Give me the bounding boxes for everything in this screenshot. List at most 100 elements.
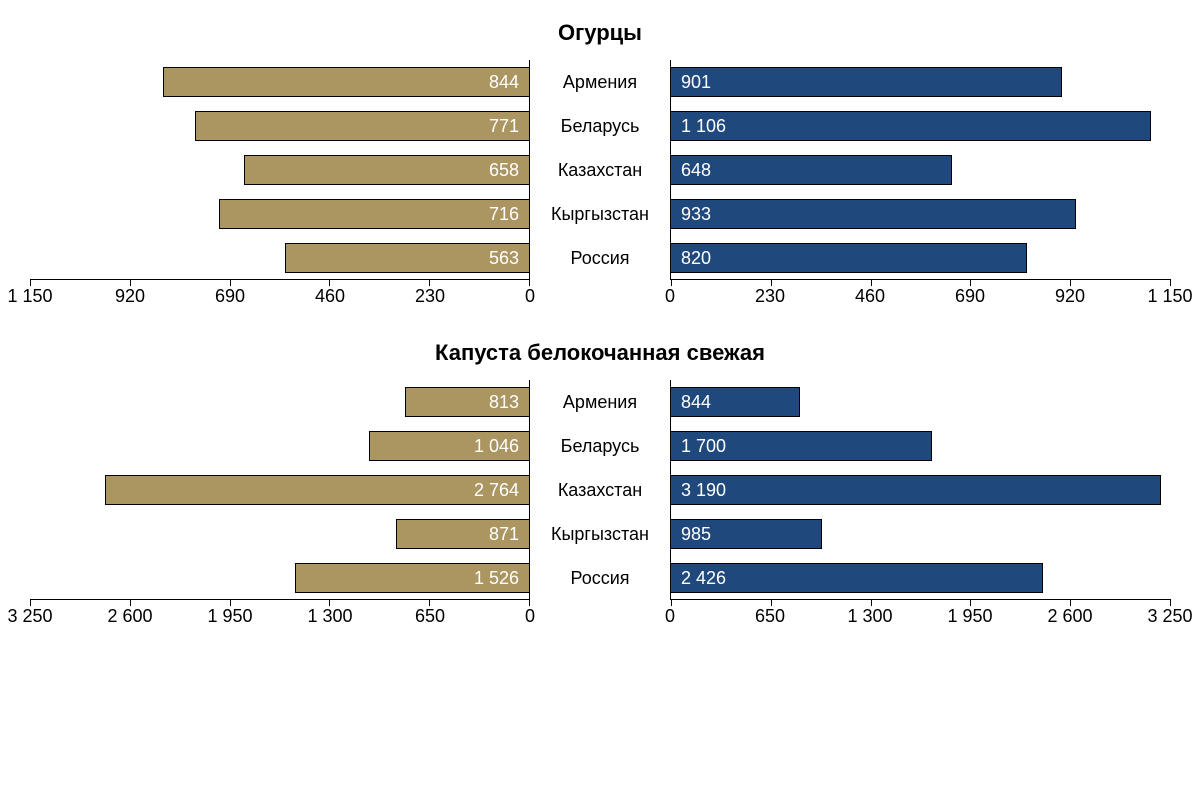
axis-tick-label: 230 — [755, 286, 785, 307]
bar-value-label: 820 — [681, 248, 711, 269]
axis-tick — [671, 599, 672, 606]
bar-value-label: 771 — [489, 116, 519, 137]
axis-tick-label: 690 — [955, 286, 985, 307]
axis-tick — [529, 279, 530, 286]
bar-row: 1 046 — [30, 424, 530, 468]
bar-left: 1 526 — [295, 563, 530, 593]
axis-tick-label: 1 300 — [307, 606, 352, 627]
axis-tick — [529, 599, 530, 606]
axis-row: 3 2502 6001 9501 300650006501 3001 9502 … — [30, 606, 1170, 630]
bar-row: 2 764 — [30, 468, 530, 512]
axis-tick-label: 3 250 — [1147, 606, 1192, 627]
axis-tick — [429, 599, 430, 606]
bar-left: 658 — [244, 155, 530, 185]
axis-tick-label: 650 — [415, 606, 445, 627]
bar-left: 813 — [405, 387, 530, 417]
bar-value-label: 1 106 — [681, 116, 726, 137]
bar-value-label: 813 — [489, 392, 519, 413]
bar-row: 813 — [30, 380, 530, 424]
bar-row: 2 426 — [670, 556, 1170, 600]
bar-value-label: 871 — [489, 524, 519, 545]
axis-tick — [771, 599, 772, 606]
bar-value-label: 933 — [681, 204, 711, 225]
bar-left: 871 — [396, 519, 530, 549]
category-label: Казахстан — [558, 481, 642, 499]
bar-right: 844 — [670, 387, 800, 417]
bar-left: 1 046 — [369, 431, 530, 461]
bar-value-label: 901 — [681, 72, 711, 93]
bar-left: 844 — [163, 67, 530, 97]
axis-tick-label: 920 — [115, 286, 145, 307]
axis-tick — [970, 599, 971, 606]
bar-value-label: 985 — [681, 524, 711, 545]
category-label: Беларусь — [561, 437, 640, 455]
bar-left: 716 — [219, 199, 530, 229]
axis-spacer — [530, 606, 670, 630]
axis-tick — [329, 599, 330, 606]
bar-row: 658 — [30, 148, 530, 192]
bar-right: 1 106 — [670, 111, 1151, 141]
axis-tick-label: 460 — [315, 286, 345, 307]
category-label: Кыргызстан — [551, 525, 649, 543]
chart-title: Капуста белокочанная свежая — [30, 340, 1170, 366]
axis-tick-label: 1 150 — [1147, 286, 1192, 307]
bar-value-label: 563 — [489, 248, 519, 269]
axis-tick — [1070, 279, 1071, 286]
chart-body: 8131 0462 7648711 526АрменияБеларусьКаза… — [30, 380, 1170, 600]
chart-title: Огурцы — [30, 20, 1170, 46]
bar-row: 844 — [30, 60, 530, 104]
bar-value-label: 3 190 — [681, 480, 726, 501]
axis-tick-label: 0 — [665, 286, 675, 307]
axis-tick — [30, 279, 31, 286]
bar-right: 2 426 — [670, 563, 1043, 593]
bar-right: 648 — [670, 155, 952, 185]
bar-right: 933 — [670, 199, 1076, 229]
axis-tick — [130, 279, 131, 286]
bar-row: 901 — [670, 60, 1170, 104]
axis-tick-label: 1 950 — [947, 606, 992, 627]
bar-row: 716 — [30, 192, 530, 236]
bar-value-label: 844 — [489, 72, 519, 93]
category-label: Кыргызстан — [551, 205, 649, 223]
axis-row: 1 150920690460230002304606909201 150 — [30, 286, 1170, 310]
left-axis-labels: 1 1509206904602300 — [30, 286, 530, 310]
axis-tick-label: 920 — [1055, 286, 1085, 307]
axis-tick-label: 1 950 — [207, 606, 252, 627]
axis-tick — [1170, 599, 1171, 606]
axis-tick-label: 460 — [855, 286, 885, 307]
bar-value-label: 1 700 — [681, 436, 726, 457]
bar-value-label: 1 046 — [474, 436, 519, 457]
bar-value-label: 2 764 — [474, 480, 519, 501]
axis-tick — [970, 279, 971, 286]
chart-block-0: Огурцы 844 771 658 716 563 Армения Беларусь Каза… — [30, 20, 1170, 310]
axis-tick — [329, 279, 330, 286]
bar-right: 820 — [670, 243, 1027, 273]
bar-row: 1 700 — [670, 424, 1170, 468]
axis-tick — [230, 599, 231, 606]
bar-value-label: 658 — [489, 160, 519, 181]
bar-value-label: 1 526 — [474, 568, 519, 589]
left-bars: 844 771 658 716 563 — [30, 60, 530, 280]
axis-tick — [30, 599, 31, 606]
axis-tick — [1070, 599, 1071, 606]
bar-row: 648 — [670, 148, 1170, 192]
axis-tick — [1170, 279, 1171, 286]
bar-row: 1 106 — [670, 104, 1170, 148]
axis-tick-label: 1 150 — [7, 286, 52, 307]
bar-left: 2 764 — [105, 475, 530, 505]
axis-tick-label: 0 — [665, 606, 675, 627]
axis-tick — [771, 279, 772, 286]
category-label: Россия — [570, 569, 629, 587]
bar-right: 3 190 — [670, 475, 1161, 505]
axis-tick — [871, 599, 872, 606]
left-bars: 813 1 046 2 764 871 1 526 — [30, 380, 530, 600]
axis-tick-label: 230 — [415, 286, 445, 307]
bar-value-label: 844 — [681, 392, 711, 413]
category-labels: АрменияБеларусьКазахстанКыргызстанРоссия — [530, 380, 670, 600]
category-label: Армения — [563, 73, 637, 91]
category-label: Казахстан — [558, 161, 642, 179]
bar-row: 844 — [670, 380, 1170, 424]
bar-row: 933 — [670, 192, 1170, 236]
bar-row: 871 — [30, 512, 530, 556]
category-label: Беларусь — [561, 117, 640, 135]
